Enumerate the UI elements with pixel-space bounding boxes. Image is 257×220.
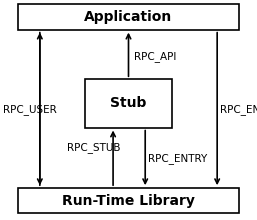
Text: RPC_STUB: RPC_STUB [67, 142, 120, 153]
Text: Stub: Stub [110, 96, 147, 110]
Text: RPC_ENTRY: RPC_ENTRY [220, 104, 257, 116]
Bar [18, 188, 239, 213]
Text: Run-Time Library: Run-Time Library [62, 194, 195, 208]
Text: RPC_ENTRY: RPC_ENTRY [148, 153, 207, 164]
Text: RPC_USER: RPC_USER [3, 104, 56, 116]
Bar [85, 79, 172, 128]
Bar [18, 4, 239, 30]
Text: Application: Application [84, 10, 173, 24]
Text: RPC_API: RPC_API [134, 51, 176, 62]
